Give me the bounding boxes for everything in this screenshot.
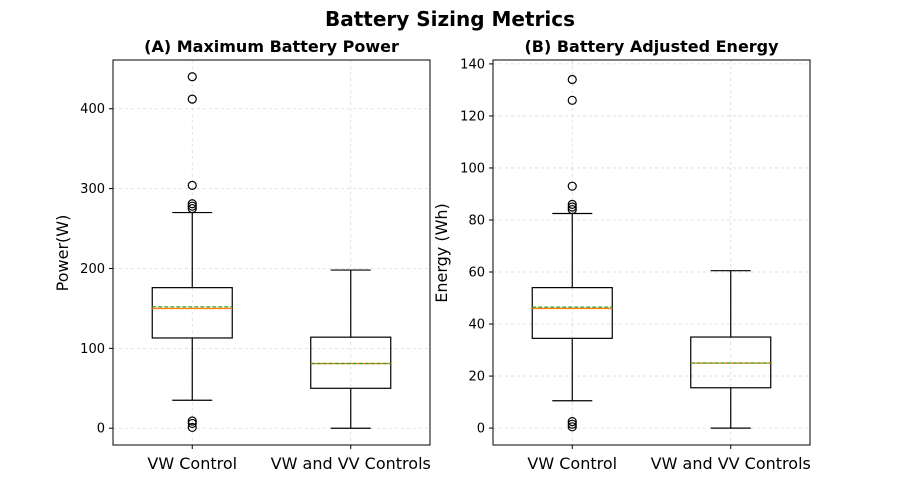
panel-a-box-2 xyxy=(310,269,392,429)
outlier-point xyxy=(187,416,197,426)
outlier-point xyxy=(187,180,197,191)
panel-b-ytick-label: 60 xyxy=(468,266,485,281)
panel-b-xtick-label: VW and VV Controls xyxy=(651,454,811,473)
panel-b-xtick-label: VW Control xyxy=(527,454,617,473)
panel-a-ytick-label: 0 xyxy=(97,422,105,437)
outlier-point xyxy=(567,199,577,209)
iqr-box xyxy=(531,287,613,339)
panel-b-ytick-label: 100 xyxy=(460,161,485,176)
panel-a-ylabel: Power(W) xyxy=(53,215,72,292)
outlier-point xyxy=(187,199,197,209)
panel-b-ytick-label: 40 xyxy=(468,318,485,333)
panel-b-box-1 xyxy=(531,74,613,432)
panel-b-ytick-label: 80 xyxy=(468,213,485,228)
panel-a-ytick-label: 100 xyxy=(80,342,105,357)
panel-a: (A) Maximum Battery Power Power(W) 0 100 2… xyxy=(53,37,431,473)
outlier-point xyxy=(187,94,197,104)
outlier-point xyxy=(187,203,197,214)
panel-b-ylabel: Energy (Wh) xyxy=(432,203,451,303)
panel-b-ytick-label: 0 xyxy=(477,422,485,437)
iqr-box xyxy=(310,336,392,389)
panel-a-xtick-label: VW Control xyxy=(147,454,237,473)
iqr-box xyxy=(151,287,233,339)
panel-b-title: (B) Battery Adjusted Energy xyxy=(524,37,779,56)
outlier-point xyxy=(567,95,577,105)
outlier-point xyxy=(567,202,577,212)
panel-b-ytick-label: 20 xyxy=(468,370,485,385)
panel-a-ytick-label: 300 xyxy=(80,182,105,197)
outlier-point xyxy=(567,416,577,427)
outlier-point xyxy=(567,74,577,85)
panel-a-title: (A) Maximum Battery Power xyxy=(144,37,399,56)
panel-b-box-2 xyxy=(690,270,772,429)
outlier-point xyxy=(567,204,577,215)
panel-a-box-1 xyxy=(151,72,233,433)
panel-b-axes-frame xyxy=(492,59,811,446)
panel-a-ytick-label: 400 xyxy=(80,102,105,117)
outlier-point xyxy=(187,72,197,82)
panel-b-ytick-label: 140 xyxy=(460,57,485,72)
outlier-point xyxy=(567,419,577,429)
outlier-point xyxy=(187,418,197,429)
panel-a-xtick-label: VW and VV Controls xyxy=(271,454,431,473)
panel-a-axes-frame xyxy=(112,59,431,446)
outlier-point xyxy=(567,422,577,432)
panel-a-ytick-label: 200 xyxy=(80,262,105,277)
outlier-point xyxy=(567,181,577,191)
panel-b: (B) Battery Adjusted Energy Energy (Wh) … xyxy=(432,37,811,473)
outlier-point xyxy=(187,422,197,433)
panel-b-ytick-label: 120 xyxy=(460,109,485,124)
outlier-point xyxy=(187,201,197,211)
figure-title: Battery Sizing Metrics xyxy=(325,7,575,31)
